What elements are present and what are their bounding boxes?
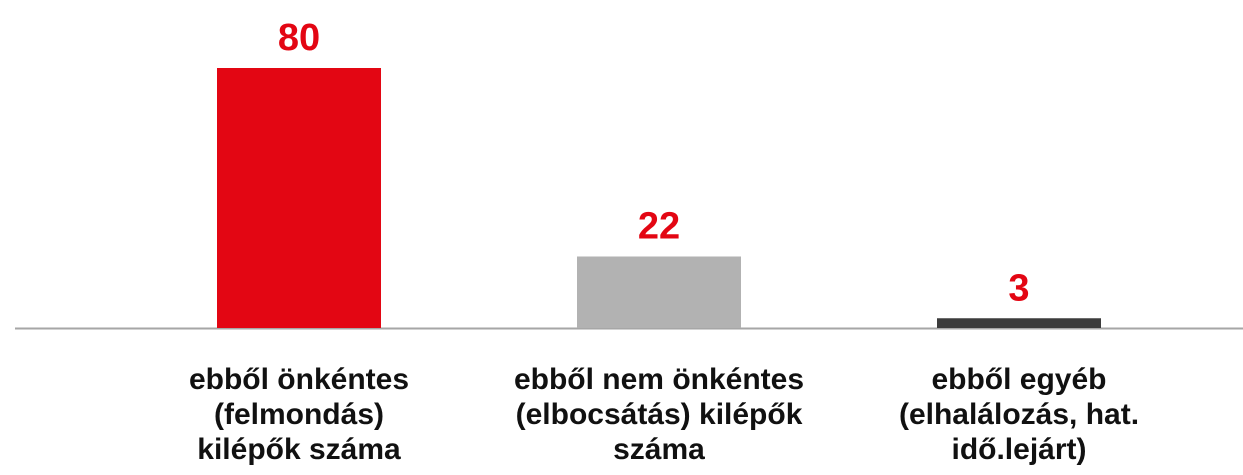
- category-label: ebből nem önkéntes (elbocsátás) kilépők …: [513, 363, 805, 466]
- category-label: ebből egyéb (elhalálozás, hat. idő.lejár…: [898, 363, 1140, 466]
- value-label: 22: [638, 206, 680, 248]
- value-label: 80: [278, 17, 320, 59]
- bar: [217, 68, 381, 328]
- bar: [577, 256, 741, 328]
- value-label: 3: [1008, 267, 1029, 309]
- category-label: ebből önkéntes (felmondás) kilépők száma: [188, 363, 410, 466]
- bar: [937, 318, 1101, 328]
